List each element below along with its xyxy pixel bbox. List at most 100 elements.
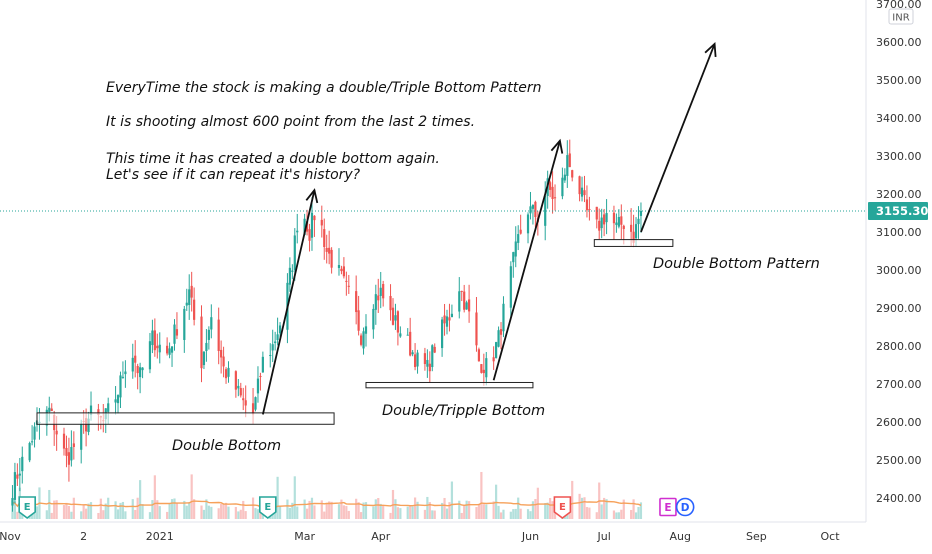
candle[interactable]: [379, 271, 382, 309]
candle[interactable]: [389, 284, 392, 321]
candle[interactable]: [553, 184, 557, 211]
candle[interactable]: [62, 427, 66, 456]
candle[interactable]: [460, 290, 463, 302]
candle[interactable]: [168, 342, 171, 359]
candle[interactable]: [227, 361, 230, 383]
candle[interactable]: [514, 226, 517, 268]
candle[interactable]: [185, 288, 188, 311]
candle[interactable]: [639, 202, 643, 233]
candle[interactable]: [578, 175, 581, 202]
candle[interactable]: [416, 349, 419, 374]
candle[interactable]: [151, 319, 154, 354]
candle[interactable]: [308, 223, 311, 252]
candle[interactable]: [269, 343, 272, 368]
candle[interactable]: [563, 168, 566, 183]
candle[interactable]: [131, 343, 134, 379]
candle[interactable]: [364, 314, 368, 347]
candle[interactable]: [372, 304, 375, 339]
candle[interactable]: [276, 317, 279, 346]
candle[interactable]: [202, 351, 206, 370]
candle[interactable]: [598, 208, 601, 240]
candle[interactable]: [30, 425, 34, 446]
candle[interactable]: [67, 437, 71, 482]
candle[interactable]: [426, 349, 429, 378]
candle[interactable]: [323, 218, 326, 260]
double-bottom-pattern-box[interactable]: [593, 239, 674, 247]
candle[interactable]: [21, 446, 24, 484]
candle[interactable]: [534, 200, 537, 228]
candle[interactable]: [325, 234, 328, 264]
candle[interactable]: [288, 257, 291, 292]
candle[interactable]: [166, 337, 169, 356]
candle[interactable]: [337, 248, 341, 276]
drawings-layer[interactable]: [36, 41, 717, 425]
candle[interactable]: [313, 215, 316, 237]
candle[interactable]: [445, 309, 449, 335]
candle[interactable]: [242, 387, 245, 411]
candle[interactable]: [237, 379, 240, 397]
candle[interactable]: [136, 363, 139, 390]
candle[interactable]: [411, 349, 414, 357]
candle[interactable]: [210, 304, 213, 339]
candle[interactable]: [382, 280, 385, 307]
candle[interactable]: [428, 351, 431, 383]
candle[interactable]: [256, 366, 260, 403]
candle[interactable]: [519, 214, 522, 235]
candle[interactable]: [413, 343, 417, 371]
candle[interactable]: [480, 363, 483, 374]
candle[interactable]: [200, 305, 203, 383]
candle[interactable]: [571, 169, 574, 182]
candle[interactable]: [119, 371, 122, 409]
candle[interactable]: [156, 333, 159, 359]
candle[interactable]: [16, 463, 19, 486]
candle[interactable]: [531, 204, 535, 225]
candle[interactable]: [274, 331, 277, 351]
candle[interactable]: [121, 361, 125, 379]
candle[interactable]: [342, 257, 345, 279]
candle[interactable]: [605, 199, 608, 235]
candle[interactable]: [80, 419, 83, 464]
candle[interactable]: [50, 403, 53, 412]
candle[interactable]: [374, 284, 377, 325]
candle[interactable]: [637, 206, 640, 239]
candle[interactable]: [561, 167, 564, 200]
double-bottom-box[interactable]: [36, 412, 335, 425]
candle[interactable]: [357, 295, 360, 336]
candle[interactable]: [188, 274, 191, 320]
candle[interactable]: [458, 277, 461, 319]
time-axis[interactable]: Nov 2 2021 Mar Apr Jun Jul Aug Sep Oct: [0, 530, 840, 543]
candle[interactable]: [600, 208, 603, 239]
candle[interactable]: [526, 212, 530, 244]
candle[interactable]: [310, 197, 314, 251]
candle[interactable]: [291, 264, 294, 280]
candle[interactable]: [340, 265, 343, 275]
candle[interactable]: [568, 139, 571, 168]
candle[interactable]: [173, 319, 176, 351]
candle[interactable]: [549, 180, 552, 198]
candle[interactable]: [482, 353, 485, 386]
candle[interactable]: [509, 261, 512, 319]
candle[interactable]: [254, 396, 257, 412]
candle[interactable]: [409, 317, 412, 357]
candle[interactable]: [359, 333, 363, 347]
candle[interactable]: [502, 296, 505, 338]
candle[interactable]: [448, 303, 451, 332]
candle[interactable]: [497, 326, 500, 348]
candle[interactable]: [399, 326, 402, 338]
candle[interactable]: [440, 316, 444, 357]
candle[interactable]: [116, 394, 120, 414]
trend-arrow-2[interactable]: [492, 138, 564, 381]
candle[interactable]: [278, 322, 282, 338]
candle[interactable]: [234, 370, 237, 398]
candle[interactable]: [583, 175, 586, 203]
annotation-text[interactable]: EveryTime the stock is making a double/T…: [106, 80, 820, 454]
candle[interactable]: [207, 326, 210, 350]
candle[interactable]: [468, 284, 471, 323]
candle[interactable]: [271, 329, 274, 363]
candle[interactable]: [588, 196, 591, 221]
dividend-marker[interactable]: D: [675, 497, 695, 517]
candle[interactable]: [148, 332, 152, 374]
candle[interactable]: [517, 225, 520, 251]
